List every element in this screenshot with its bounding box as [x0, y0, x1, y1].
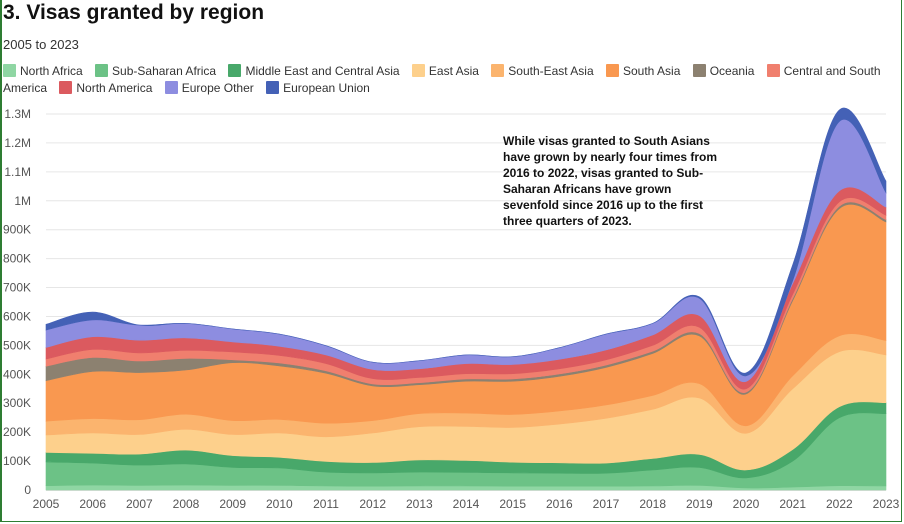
area-european-union[interactable] [45, 107, 887, 377]
legend-item[interactable]: South-East Asia [491, 64, 594, 78]
legend-item[interactable]: South Asia [606, 64, 680, 78]
y-tick-label: 400K [3, 367, 31, 381]
legend-label: East Asia [428, 64, 479, 78]
legend-swatch [766, 64, 780, 77]
chart-subtitle: 2005 to 2023 [3, 37, 79, 52]
x-tick-label: 2013 [406, 497, 433, 511]
chart-annotation: While visas granted to South Asians have… [503, 134, 718, 228]
x-tick-label: 2007 [126, 497, 153, 511]
area-series [45, 107, 887, 491]
legend-item[interactable]: Europe Other [164, 81, 254, 95]
legend-label: South Asia [623, 64, 681, 78]
y-tick-label: 900K [3, 223, 31, 237]
chart-legend: North Africa Sub-Saharan Africa Middle E… [3, 63, 883, 97]
x-tick-label: 2019 [686, 497, 713, 511]
legend-item[interactable]: Central and South America [3, 64, 881, 95]
legend-item[interactable]: North America [59, 81, 152, 95]
x-tick-label: 2021 [779, 497, 806, 511]
x-tick-label: 2016 [546, 497, 573, 511]
x-axis: 2005 2006 2007 2008 2009 2010 2011 2012 2013 2014… [33, 497, 900, 511]
x-tick-label: 2014 [453, 497, 480, 511]
y-tick-label: 1M [14, 194, 31, 208]
y-tick-label: 800K [3, 252, 31, 266]
y-axis: 0 100K 200K 300K 400K 500K 600K 700K 800K 900K 1M 1… [3, 107, 31, 497]
x-tick-label: 2020 [733, 497, 760, 511]
legend-item[interactable]: East Asia [411, 64, 479, 78]
x-tick-label: 2015 [499, 497, 526, 511]
y-tick-label: 700K [3, 281, 31, 295]
legend-swatch [606, 64, 619, 77]
legend-swatch [266, 81, 280, 94]
legend-swatch [411, 64, 425, 77]
legend-item[interactable]: Oceania [692, 64, 755, 78]
y-tick-label: 1.2M [4, 136, 31, 150]
legend-swatch [692, 64, 706, 77]
legend-swatch [59, 81, 73, 94]
y-tick-label: 300K [3, 396, 31, 410]
legend-swatch [95, 64, 109, 77]
x-tick-label: 2010 [266, 497, 293, 511]
legend-item[interactable]: Sub-Saharan Africa [95, 64, 216, 78]
y-tick-label: 1.3M [4, 107, 31, 121]
legend-label: Sub-Saharan Africa [112, 64, 217, 78]
legend-label: Middle East and Central Asia [245, 64, 400, 78]
legend-swatch [228, 64, 242, 77]
legend-label: European Union [283, 81, 370, 95]
x-tick-label: 2023 [873, 497, 900, 511]
x-tick-label: 2006 [79, 497, 106, 511]
x-tick-label: 2011 [313, 497, 339, 511]
y-tick-label: 0 [24, 483, 31, 497]
y-tick-label: 1.1M [4, 165, 31, 179]
x-tick-label: 2012 [359, 497, 386, 511]
y-tick-label: 600K [3, 309, 31, 323]
x-tick-label: 2018 [639, 497, 666, 511]
legend-label: Oceania [709, 64, 755, 78]
legend-item[interactable]: North Africa [3, 64, 83, 78]
legend-label: North America [76, 81, 153, 95]
area-south-asia[interactable] [45, 204, 887, 427]
chart-title: 3. Visas granted by region [3, 1, 265, 24]
legend-label: Central and South America [3, 64, 881, 95]
x-tick-label: 2009 [219, 497, 246, 511]
y-tick-label: 200K [3, 425, 31, 439]
x-tick-label: 2022 [826, 497, 853, 511]
legend-item[interactable]: Middle East and Central Asia [228, 64, 400, 78]
legend-item[interactable]: European Union [266, 81, 370, 95]
legend-swatch [164, 81, 178, 94]
x-tick-label: 2017 [593, 497, 620, 511]
legend-swatch [3, 64, 16, 77]
legend-label: North Africa [20, 64, 83, 78]
legend-label: South-East Asia [508, 64, 594, 78]
y-tick-label: 100K [3, 454, 31, 468]
y-tick-label: 500K [3, 338, 31, 352]
legend-label: Europe Other [181, 81, 254, 95]
x-tick-label: 2005 [33, 497, 60, 511]
x-tick-label: 2008 [173, 497, 200, 511]
legend-swatch [491, 64, 505, 77]
